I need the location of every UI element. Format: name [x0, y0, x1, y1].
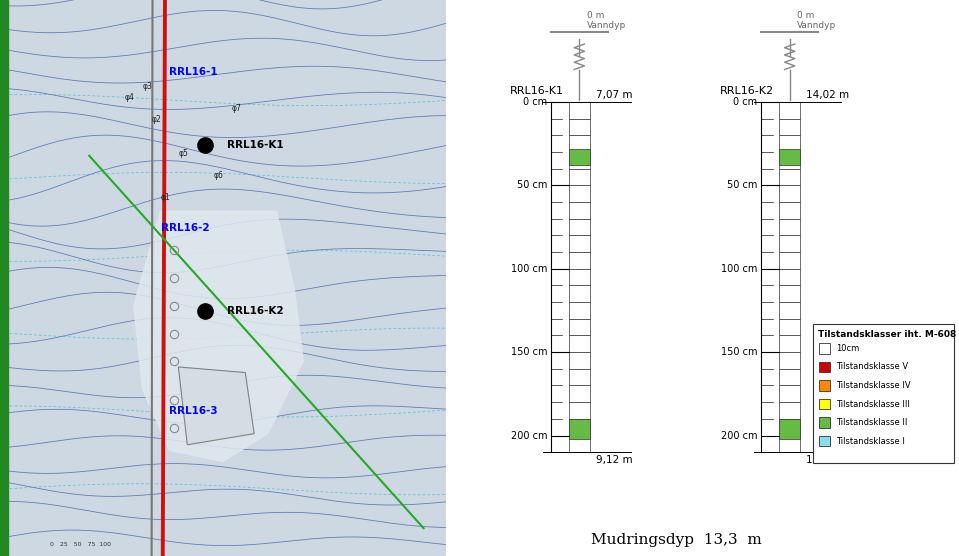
Text: Tilstandsklasse I: Tilstandsklasse I	[836, 436, 904, 445]
Bar	[569, 419, 590, 439]
Bar	[780, 102, 800, 118]
Text: 150 cm: 150 cm	[510, 347, 547, 357]
Bar	[569, 369, 590, 385]
Bar	[780, 335, 800, 352]
Text: Tilstandsklasse III: Tilstandsklasse III	[836, 400, 910, 409]
Bar	[780, 385, 800, 402]
Bar	[780, 319, 800, 335]
Bar	[780, 285, 800, 302]
Bar	[780, 185, 800, 202]
Bar	[780, 352, 800, 369]
Bar	[780, 152, 800, 168]
Bar	[780, 402, 800, 419]
Text: 150 cm: 150 cm	[721, 347, 758, 357]
Bar	[780, 118, 800, 135]
Text: 100 cm: 100 cm	[721, 264, 758, 274]
Text: 200 cm: 200 cm	[721, 430, 758, 440]
Bar	[780, 419, 800, 439]
Bar	[819, 418, 830, 428]
Bar	[819, 399, 830, 409]
Text: φ6: φ6	[214, 171, 223, 180]
Bar	[0, 0, 8, 556]
Bar	[569, 168, 590, 185]
Bar	[780, 202, 800, 219]
Text: RRL16-K2: RRL16-K2	[227, 306, 284, 316]
Bar	[819, 436, 830, 446]
Text: RRL16-K2: RRL16-K2	[720, 86, 774, 96]
Text: φ2: φ2	[152, 115, 161, 125]
Bar	[569, 302, 590, 319]
Text: 100 cm: 100 cm	[510, 264, 547, 274]
Text: Tilstandsklasse V: Tilstandsklasse V	[836, 363, 908, 371]
Bar	[569, 285, 590, 302]
Text: Tilstandsklasse II: Tilstandsklasse II	[836, 418, 907, 427]
Bar	[813, 324, 954, 463]
Bar	[569, 419, 590, 435]
Bar	[569, 335, 590, 352]
Text: RRL16-1: RRL16-1	[170, 67, 218, 77]
Bar	[819, 362, 830, 372]
Bar	[569, 185, 590, 202]
Bar	[819, 343, 830, 354]
Bar	[569, 102, 590, 118]
Bar	[569, 118, 590, 135]
Bar	[569, 219, 590, 235]
Bar	[569, 135, 590, 152]
Text: 16,12 m: 16,12 m	[807, 455, 850, 464]
Text: φ3: φ3	[143, 82, 152, 91]
Text: Tilstandsklasser iht. M-608: Tilstandsklasser iht. M-608	[818, 330, 956, 339]
Bar	[780, 252, 800, 269]
Text: RRL16-K1: RRL16-K1	[510, 86, 564, 96]
Bar	[569, 152, 590, 168]
Bar	[569, 319, 590, 335]
Bar	[569, 148, 590, 165]
Text: 0 cm: 0 cm	[734, 97, 758, 107]
Text: 9,12 m: 9,12 m	[596, 455, 632, 464]
Bar	[569, 385, 590, 402]
Text: 50 cm: 50 cm	[727, 180, 758, 190]
Text: 50 cm: 50 cm	[517, 180, 547, 190]
Bar	[780, 148, 800, 165]
Bar	[780, 369, 800, 385]
Bar	[780, 419, 800, 435]
Text: 0 cm: 0 cm	[523, 97, 547, 107]
Bar	[569, 352, 590, 369]
Text: Tilstandsklasse IV: Tilstandsklasse IV	[836, 381, 910, 390]
Bar	[569, 235, 590, 252]
Text: 14,02 m: 14,02 m	[807, 90, 850, 100]
Text: 10cm: 10cm	[836, 344, 859, 353]
Bar	[780, 219, 800, 235]
Text: φ5: φ5	[178, 148, 188, 158]
Text: φ1: φ1	[160, 193, 171, 202]
Text: 0 m
Vanndyp: 0 m Vanndyp	[587, 11, 626, 30]
Text: 200 cm: 200 cm	[510, 430, 547, 440]
Text: RRL16-3: RRL16-3	[170, 406, 218, 416]
Text: RRL16-2: RRL16-2	[160, 223, 209, 233]
Bar	[569, 269, 590, 285]
Text: 0 m
Vanndyp: 0 m Vanndyp	[797, 11, 836, 30]
Bar	[780, 168, 800, 185]
Bar	[780, 302, 800, 319]
Text: φ4: φ4	[125, 93, 134, 102]
Bar	[780, 135, 800, 152]
Bar	[569, 202, 590, 219]
Polygon shape	[178, 367, 254, 445]
Text: 0   25   50   75  100: 0 25 50 75 100	[50, 542, 111, 547]
Bar	[780, 269, 800, 285]
Text: 7,07 m: 7,07 m	[596, 90, 632, 100]
Text: Mudringsdyp  13,3  m: Mudringsdyp 13,3 m	[592, 533, 762, 547]
Polygon shape	[133, 211, 303, 461]
Bar	[780, 235, 800, 252]
Bar	[780, 435, 800, 452]
Text: RRL16-K1: RRL16-K1	[227, 140, 284, 150]
Bar	[569, 252, 590, 269]
Text: φ7: φ7	[232, 104, 242, 113]
Bar	[819, 380, 830, 390]
Bar	[569, 402, 590, 419]
Bar	[569, 435, 590, 452]
